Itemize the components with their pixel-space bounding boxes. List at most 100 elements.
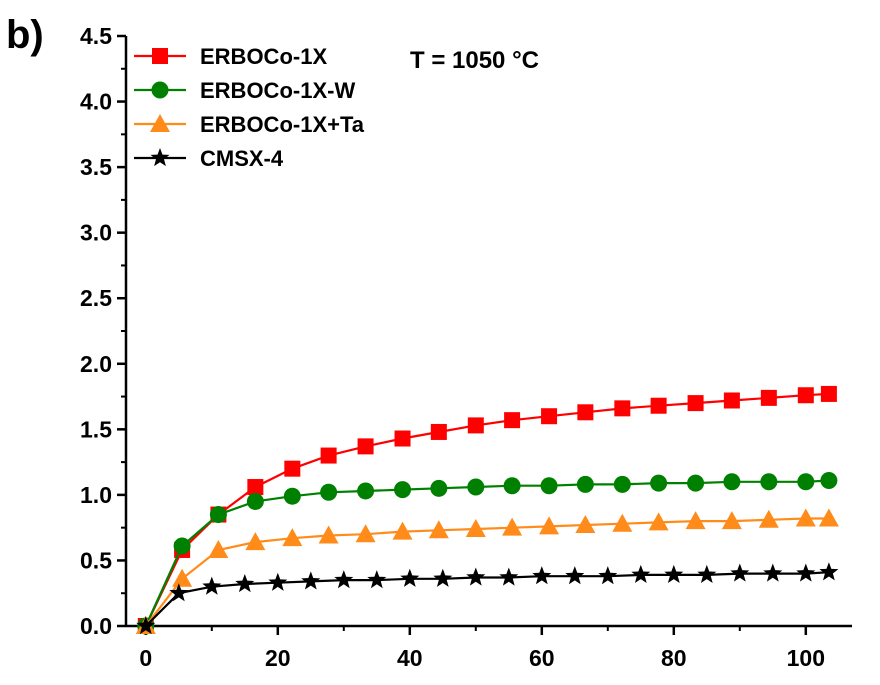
data-point [697,564,717,583]
data-point [797,387,814,404]
data-point [394,430,411,447]
data-point [502,517,523,536]
x-tick-label: 80 [661,645,687,671]
data-point [504,412,521,429]
temperature-annotation: T = 1050 °C [410,47,539,74]
data-point [355,524,376,543]
data-point [173,537,191,555]
data-point [723,473,741,491]
data-point [685,511,706,530]
y-tick-label: 2.5 [80,285,112,311]
data-point [760,389,777,406]
y-tick-label: 4.0 [80,89,112,115]
legend-marker [152,48,168,64]
data-point [320,483,338,501]
data-point [282,528,303,547]
data-point [613,475,631,493]
plot-series [135,385,839,635]
data-point [797,473,815,491]
data-point [664,564,684,583]
data-point [730,563,750,582]
series-erboco-1x-w [137,471,838,635]
legend-label: CMSX-4 [200,146,284,171]
y-tick-label: 1.0 [80,482,112,508]
data-point [320,447,337,464]
legend-item-cmsx-4: CMSX-4 [134,146,284,171]
legend-marker [150,114,170,132]
data-point [631,564,651,583]
series-line [144,517,829,627]
x-tick-label: 100 [787,645,825,671]
data-point [428,520,449,539]
legend: ERBOCo-1X ERBOCo-1X-W ERBOCo-1X+Ta CMSX-4 [134,44,365,171]
x-tick-label: 60 [529,645,555,671]
data-point [357,438,374,455]
series-cmsx-4 [136,562,839,635]
data-point [796,563,816,582]
data-point [650,474,668,492]
data-point [268,572,288,591]
data-point [723,392,740,409]
data-point [614,400,631,417]
legend-item-erboco-1x-ta: ERBOCo-1X+Ta [134,112,365,137]
legend-item-erboco-1x-w: ERBOCo-1X-W [134,78,355,103]
data-point [541,408,558,425]
data-point [687,395,704,412]
data-point [503,477,521,495]
data-point [539,516,560,535]
legend-marker [150,148,170,167]
legend-label: ERBOCo-1X+Ta [200,112,365,137]
series-erboco-1x [137,385,837,634]
data-point [465,518,486,537]
data-point [400,568,420,587]
data-point [466,567,486,586]
data-point [760,473,778,491]
y-tick-label: 1.5 [80,416,112,442]
y-tick-label: 4.5 [80,23,112,49]
data-point [721,511,742,530]
data-point [433,568,453,587]
data-point [334,570,354,589]
data-point [532,566,552,585]
y-tick-label: 0.5 [80,547,112,573]
legend-marker [151,81,169,99]
data-point [430,423,447,440]
data-point [687,474,705,492]
data-point [235,574,255,593]
y-tick-label: 3.5 [80,154,112,180]
data-point [284,460,301,477]
data-point [820,471,838,489]
data-point [612,513,633,532]
data-point [467,478,485,496]
legend-item-erboco-1x: ERBOCo-1X [134,44,327,69]
data-point [795,508,816,527]
data-point [301,571,321,590]
data-point [172,568,193,587]
data-point [394,481,412,499]
legend-label: ERBOCo-1X-W [200,78,355,103]
data-point [818,508,839,527]
data-point [136,616,156,635]
data-point [540,477,558,495]
y-tick-label: 3.0 [80,220,112,246]
data-point [576,475,594,493]
data-point [367,570,387,589]
data-point [357,482,375,500]
data-point [565,566,585,585]
data-point [392,521,413,540]
data-point [208,539,229,558]
data-point [430,479,448,497]
data-point [819,562,839,581]
y-tick-label: 2.0 [80,351,112,377]
data-point [499,567,519,586]
data-point [758,509,779,528]
data-point [598,566,618,585]
data-point [247,479,264,496]
x-tick-label: 40 [397,645,423,671]
data-point [648,512,669,531]
data-point [820,385,837,402]
data-point [575,515,596,534]
data-point [650,397,667,414]
data-point [763,563,783,582]
axes: 0.0 0.5 1.0 1.5 2.0 2.5 3.0 3.5 4.0 4.5 0 20 40 60 80 1… [80,23,852,671]
